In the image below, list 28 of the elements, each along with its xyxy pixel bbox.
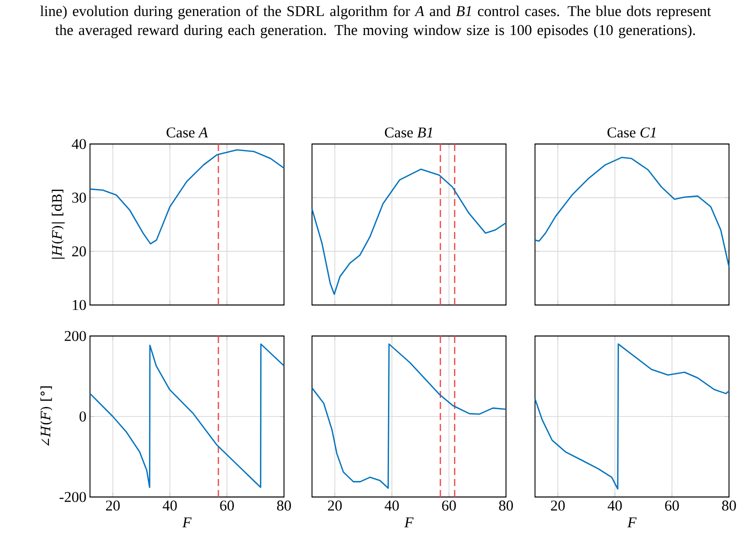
x-tick-label: 40 bbox=[384, 500, 399, 511]
y-tick-label: 40 bbox=[72, 138, 86, 150]
chart-title: Case B1 bbox=[384, 127, 432, 138]
y-axis-title: |H(F)| [dB] bbox=[52, 190, 65, 259]
x-axis-title: F bbox=[182, 517, 192, 528]
x-tick-label: 20 bbox=[328, 500, 342, 511]
x-axis-title: F bbox=[404, 517, 414, 528]
x-tick-label: 60 bbox=[220, 500, 234, 511]
chart-title: Case C1 bbox=[608, 127, 656, 138]
x-tick-label: 40 bbox=[162, 500, 177, 511]
text: line) evolution during generation of the SDRL algorithm for A and B1 control cases. The blue dots represent the averaged reward during each generation. The moving window size is 100 episodes (10 generations). bbox=[40, 6, 711, 38]
y-tick-label: 0 bbox=[80, 411, 86, 422]
chart-title: Case A bbox=[166, 127, 208, 138]
x-tick-label: 20 bbox=[551, 500, 565, 511]
y-tick-label: 20 bbox=[72, 246, 86, 256]
x-tick-label: 60 bbox=[665, 500, 679, 511]
x-tick-label: 20 bbox=[106, 500, 120, 511]
x-axis-title: F bbox=[627, 517, 637, 528]
x-tick-label: 60 bbox=[442, 500, 456, 511]
y-tick-label: 10 bbox=[72, 300, 86, 310]
y-axis-title: ∠H(F) [°] bbox=[40, 386, 52, 446]
x-tick-label: 80 bbox=[277, 500, 291, 511]
x-tick-label: 80 bbox=[499, 500, 513, 511]
x-tick-label: 40 bbox=[608, 500, 622, 511]
x-tick-label: 80 bbox=[722, 500, 736, 511]
y-tick-label: 200 bbox=[64, 330, 86, 342]
y-tick-label: 30 bbox=[72, 192, 86, 203]
y-tick-label: -200 bbox=[60, 492, 86, 502]
